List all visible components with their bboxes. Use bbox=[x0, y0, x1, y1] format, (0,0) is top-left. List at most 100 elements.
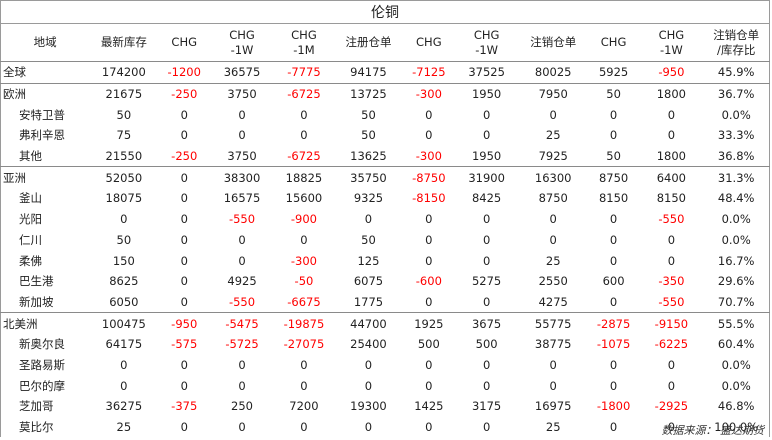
table-cell: 0 bbox=[364, 378, 373, 393]
table-cell: 8750 bbox=[538, 191, 568, 206]
table-cell: -550 bbox=[658, 212, 685, 227]
table-cell: 7925 bbox=[538, 149, 568, 164]
table-cell: 50 bbox=[606, 149, 621, 164]
table-cell: 18075 bbox=[105, 191, 143, 206]
table-cell: 0 bbox=[482, 294, 491, 309]
table-cell: 8150 bbox=[598, 191, 629, 206]
table-cell: -27075 bbox=[283, 337, 325, 352]
table-cell: 25 bbox=[545, 128, 561, 143]
column-header-text: -1M bbox=[293, 42, 315, 57]
table-cell: 21675 bbox=[89, 82, 159, 105]
table-cell: 50 bbox=[116, 107, 132, 122]
table-cell: -6675 bbox=[287, 294, 321, 309]
table-cell: -50 bbox=[294, 274, 314, 289]
table-cell: 0 bbox=[238, 107, 246, 122]
table-cell: 94175 bbox=[350, 65, 387, 80]
table-cell: 46.8% bbox=[717, 399, 755, 414]
table-cell: 100.0% bbox=[714, 420, 759, 435]
table-cell: 0 bbox=[482, 420, 491, 435]
table-cell: 25 bbox=[116, 420, 132, 435]
table-cell: 0 bbox=[180, 212, 188, 227]
region-name: 欧洲 bbox=[0, 82, 90, 105]
table-cell: 0 bbox=[667, 107, 676, 122]
region-name: 莫比尔 bbox=[19, 420, 54, 435]
table-cell: 0 bbox=[549, 357, 557, 372]
table-cell: 9325 bbox=[353, 191, 384, 206]
table-cell: 0 bbox=[180, 294, 188, 309]
region-name: 北美洲 bbox=[0, 312, 90, 334]
table-cell: 18825 bbox=[274, 166, 334, 189]
table-cell: 0 bbox=[549, 378, 557, 393]
table-row: 弗利辛恩 75 0 0 0 50 0 0 25 0 0 33.3% bbox=[1, 125, 770, 146]
table-cell: 48.4% bbox=[717, 191, 755, 206]
table-cell: 1775 bbox=[353, 294, 384, 309]
table-cell: 38300 bbox=[210, 166, 275, 189]
column-header-text: CHG bbox=[171, 35, 198, 49]
table-cell: 0 bbox=[180, 253, 188, 268]
table-cell: 0 bbox=[300, 107, 308, 122]
column-header: CHG -1M bbox=[274, 24, 334, 62]
column-header: CHG -1W bbox=[454, 24, 519, 62]
table-cell: -9150 bbox=[639, 312, 704, 334]
region-name: 圣路易斯 bbox=[19, 357, 65, 372]
region-name: 光阳 bbox=[19, 212, 42, 227]
table-cell: 0 bbox=[238, 420, 246, 435]
table-cell: 21550 bbox=[105, 149, 143, 164]
table-cell: 0 bbox=[425, 253, 433, 268]
table-cell: -2875 bbox=[587, 312, 640, 334]
table-cell: 500 bbox=[417, 337, 440, 352]
table-row: 柔佛 150 0 0 -300 125 0 0 25 0 0 16.7% bbox=[1, 250, 770, 271]
table-cell: 3675 bbox=[454, 312, 519, 334]
table-cell: 16.7% bbox=[717, 253, 755, 268]
table-cell: 1800 bbox=[639, 82, 704, 105]
table-cell: 8150 bbox=[656, 191, 687, 206]
table-row: 光阳 0 0 -550 -900 0 0 0 0 0 -550 0.0% bbox=[1, 209, 770, 230]
table-cell: 0 bbox=[482, 128, 491, 143]
table-row: 莫比尔 25 0 0 0 0 0 0 25 0 0 100.0% bbox=[1, 417, 770, 438]
table-cell: 2550 bbox=[538, 274, 568, 289]
table-body: 全球 174200 -1200 36575 -7775 94175 -7125 37525 80… bbox=[0, 62, 770, 438]
table-cell: 0 bbox=[609, 212, 618, 227]
table-cell: 0.0% bbox=[721, 357, 751, 372]
column-header: 最新库存 bbox=[89, 24, 159, 62]
table-cell: 0 bbox=[180, 378, 188, 393]
table-cell: 64175 bbox=[105, 337, 143, 352]
table-cell: 15600 bbox=[285, 191, 323, 206]
table-cell: 100475 bbox=[89, 312, 159, 334]
table-cell: 0 bbox=[425, 420, 433, 435]
table-cell: 50 bbox=[361, 128, 376, 143]
table-cell: 0 bbox=[425, 232, 433, 247]
table-cell: 50 bbox=[361, 232, 376, 247]
table-row: 新加坡 6050 0 -550 -6675 1775 0 0 4275 0 -550 70.7% bbox=[1, 292, 770, 313]
table-cell: 0 bbox=[300, 357, 308, 372]
table-row: 圣路易斯 0 0 0 0 0 0 0 0 0 0 0.0% bbox=[1, 355, 770, 376]
table-cell: 13625 bbox=[350, 149, 387, 164]
table-cell: 50 bbox=[116, 232, 132, 247]
table-cell: -8150 bbox=[412, 191, 446, 206]
region-name: 新加坡 bbox=[19, 294, 54, 309]
table-row: 新奥尔良 64175 -575 -5725 -27075 25400 500 500 38775… bbox=[1, 334, 770, 355]
table-cell: 0 bbox=[549, 107, 557, 122]
table-cell: 0 bbox=[364, 212, 373, 227]
table-cell: 29.6% bbox=[717, 274, 755, 289]
column-header-text: CHG bbox=[473, 27, 500, 42]
table-cell: -550 bbox=[228, 294, 256, 309]
table-cell: 5925 bbox=[598, 65, 629, 80]
table-cell: 60.4% bbox=[717, 337, 755, 352]
table-cell: 150 bbox=[112, 253, 135, 268]
table-cell: -950 bbox=[658, 65, 685, 80]
column-header-text: 最新库存 bbox=[100, 35, 147, 49]
table-cell: 0 bbox=[482, 253, 491, 268]
table-cell: 0 bbox=[238, 128, 246, 143]
column-header-text: -1W bbox=[230, 42, 254, 57]
table-cell: 0 bbox=[609, 232, 618, 247]
table-cell: 13725 bbox=[333, 82, 404, 105]
table-cell: 50 bbox=[587, 82, 640, 105]
table-cell: 31.3% bbox=[703, 166, 770, 189]
table-cell: -375 bbox=[171, 399, 198, 414]
table-cell: 0 bbox=[482, 357, 491, 372]
column-header-text: CHG bbox=[291, 27, 317, 42]
table-cell: 6050 bbox=[109, 294, 139, 309]
table-cell: 0 bbox=[364, 357, 373, 372]
table-row: 芝加哥 36275 -375 250 7200 19300 1425 3175 16975 -18… bbox=[1, 396, 770, 417]
